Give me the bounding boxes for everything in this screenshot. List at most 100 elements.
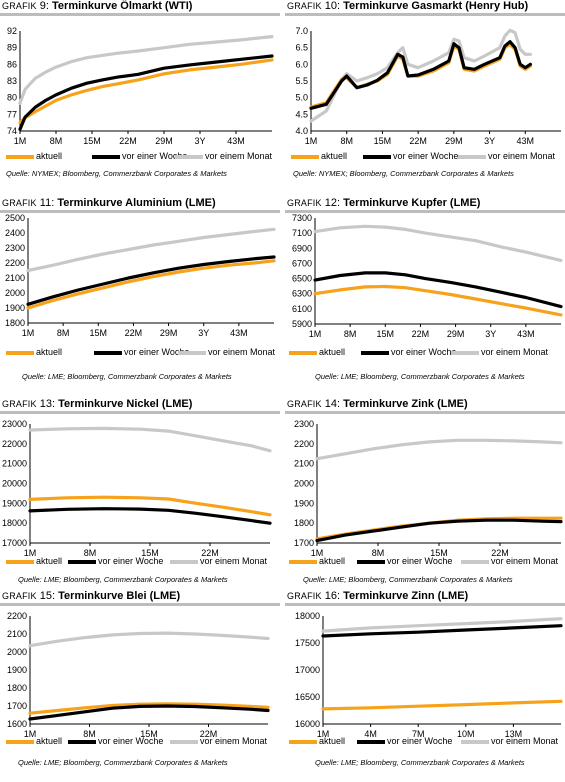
x-tick-label: 15M (374, 136, 392, 146)
legend-swatch (6, 739, 34, 744)
legend-swatch (451, 350, 479, 355)
x-tick-label: 10M (457, 729, 475, 739)
y-tick-label: 86 (7, 59, 17, 69)
legend-label: vor einer Woche (124, 347, 190, 357)
legend-swatch (361, 350, 389, 355)
legend-label: vor einem Monat (491, 556, 559, 566)
y-tick-label: 2000 (5, 288, 25, 298)
legend-label: vor einem Monat (205, 151, 273, 161)
x-tick-label: 1M (22, 328, 35, 338)
legend-item: vor einem Monat (458, 151, 555, 161)
y-tick-label: 1800 (7, 683, 27, 693)
legend-swatch (170, 739, 198, 744)
x-tick-label: 43M (517, 136, 535, 146)
chart-svg: 17000 18000 19000 20000 21000 22000 23000 1M 8M 1… (2, 419, 272, 558)
y-tick-label: 6500 (292, 274, 312, 284)
chart-panel: GRAFIK 12: Terminkurve Kupfer (LME) 5900 6… (285, 197, 565, 389)
series-line-week (18, 54, 274, 131)
y-tick-label: 17000 (295, 665, 320, 675)
title-rule (285, 210, 565, 213)
x-tick-label: 1M (311, 548, 324, 558)
grafik-label: GRAFIK (2, 1, 37, 11)
series-line-aktuell (26, 259, 276, 310)
series-line-month (26, 227, 276, 273)
title-rule (285, 603, 565, 606)
legend-swatch (178, 350, 206, 355)
legend-item: aktuell (289, 736, 345, 746)
y-tick-label: 1900 (5, 303, 25, 313)
legend-item: vor einer Woche (68, 736, 163, 746)
x-tick-label: 8M (340, 136, 353, 146)
y-tick-label: 2200 (7, 611, 27, 621)
legend-label: vor einer Woche (391, 347, 457, 357)
grafik-label: GRAFIK (2, 591, 37, 601)
legend-item: vor einer Woche (68, 556, 163, 566)
series-line-aktuell (18, 58, 274, 125)
chart-source: Quelle: NYMEX; Bloomberg, Commerzbank Co… (293, 169, 514, 178)
y-tick-label: 6300 (292, 289, 312, 299)
x-tick-label: 43M (230, 328, 248, 338)
x-tick-label: 8M (372, 548, 385, 558)
series-line-week (28, 704, 270, 721)
legend-label: vor einem Monat (208, 347, 276, 357)
legend-swatch (6, 559, 34, 564)
legend-swatch (289, 739, 317, 744)
legend-item: aktuell (6, 347, 62, 357)
x-tick-label: 22M (409, 136, 427, 146)
x-tick-label: 15M (377, 329, 395, 339)
legend-item: aktuell (291, 151, 347, 161)
legend-label: aktuell (36, 736, 63, 746)
grafik-number: 14: (324, 398, 341, 410)
grafik-label: GRAFIK (2, 198, 37, 208)
chart-source: Quelle: LME; Bloomberg, Commerzbank Corp… (18, 758, 228, 767)
y-tick-label: 7300 (292, 213, 312, 223)
x-tick-label: 1M (317, 729, 330, 739)
series-line-week (28, 507, 272, 525)
legend-swatch (92, 154, 120, 159)
legend-swatch (94, 350, 122, 355)
chart-svg: 1700 1800 1900 2000 2100 2200 2300 1M 8M 15M 22M (294, 419, 563, 558)
x-tick-label: 22M (201, 548, 219, 558)
y-tick-label: 83 (7, 76, 17, 86)
y-tick-label: 2200 (5, 258, 25, 268)
grafik-number: 16: (324, 590, 341, 602)
chart-panel: GRAFIK 10: Terminkurve Gasmarkt (Henry H… (285, 0, 565, 192)
series-line-aktuell (28, 495, 272, 517)
series-line-month (28, 631, 270, 648)
y-tick-label: 6900 (292, 243, 312, 253)
series-line-week (313, 271, 563, 309)
legend-item: vor einer Woche (357, 736, 452, 746)
legend-swatch (170, 559, 198, 564)
y-tick-label: 20000 (2, 479, 27, 489)
x-tick-label: 22M (412, 329, 430, 339)
legend-label: vor einem Monat (481, 347, 549, 357)
y-tick-label: 74 (7, 126, 17, 136)
chart-title: GRAFIK 15: Terminkurve Blei (LME) (2, 590, 180, 602)
x-tick-label: 29M (160, 328, 178, 338)
y-tick-label: 6100 (292, 304, 312, 314)
y-tick-label: 5.5 (295, 76, 308, 86)
x-tick-label: 8M (57, 328, 70, 338)
legend-item: vor einer Woche (94, 347, 189, 357)
chart-panel: GRAFIK 13: Terminkurve Nickel (LME) 17000… (0, 398, 282, 590)
chart-panel: GRAFIK 15: Terminkurve Blei (LME) 1600 170… (0, 590, 282, 782)
y-tick-label: 16500 (295, 692, 320, 702)
title-rule (285, 13, 565, 16)
title-rule (0, 603, 280, 606)
chart-title-text: Terminkurve Zinn (LME) (343, 590, 469, 602)
chart-title: GRAFIK 12: Terminkurve Kupfer (LME) (287, 197, 480, 209)
y-tick-label: 19000 (2, 498, 27, 508)
title-rule (0, 411, 280, 414)
legend-swatch (461, 739, 489, 744)
legend-label: vor einer Woche (387, 556, 453, 566)
legend-item: vor einer Woche (92, 151, 187, 161)
legend-item: aktuell (6, 736, 62, 746)
y-tick-label: 1900 (294, 498, 314, 508)
x-tick-label: 3Y (194, 136, 205, 146)
legend-item: vor einem Monat (451, 347, 548, 357)
y-tick-label: 4.5 (295, 109, 308, 119)
grafik-label: GRAFIK (287, 399, 322, 409)
y-tick-label: 2400 (5, 228, 25, 238)
x-tick-label: 1M (309, 329, 322, 339)
chart-title: GRAFIK 11: Terminkurve Aluminium (LME) (2, 197, 216, 209)
